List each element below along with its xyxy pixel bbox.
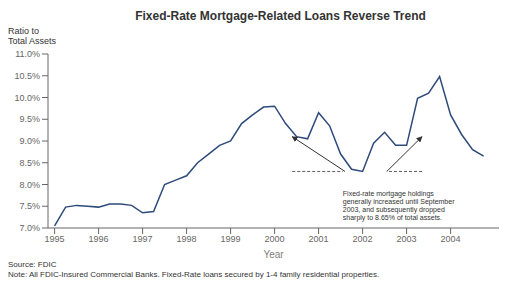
svg-text:9.5%: 9.5% bbox=[19, 114, 40, 124]
svg-text:2000: 2000 bbox=[265, 234, 285, 244]
html-text:Source: FDIC: Source: FDIC bbox=[8, 260, 57, 269]
svg-text:2001: 2001 bbox=[309, 234, 329, 244]
svg-text:1999: 1999 bbox=[221, 234, 241, 244]
svg-text:8.5%: 8.5% bbox=[19, 158, 40, 168]
svg-text:10.5%: 10.5% bbox=[14, 71, 40, 81]
svg-text:1996: 1996 bbox=[89, 234, 109, 244]
svg-text:10.0%: 10.0% bbox=[14, 93, 40, 103]
svg-text:11.0%: 11.0% bbox=[15, 49, 40, 59]
html-text:Ratio to: Ratio to bbox=[8, 26, 39, 36]
svg-text:7.5%: 7.5% bbox=[19, 201, 40, 211]
svg-text:1995: 1995 bbox=[45, 234, 65, 244]
html-text:Total Assets: Total Assets bbox=[8, 36, 56, 46]
svg-text:8.0%: 8.0% bbox=[19, 180, 40, 190]
svg-text:2002: 2002 bbox=[353, 234, 373, 244]
svg-text:Year: Year bbox=[263, 249, 284, 258]
svg-text:2004: 2004 bbox=[441, 234, 461, 244]
svg-text:9.0%: 9.0% bbox=[19, 136, 40, 146]
html-text:Note: All FDIC-Insured Commerc: Note: All FDIC-Insured Commercial Banks.… bbox=[8, 270, 380, 279]
svg-text:7.0%: 7.0% bbox=[19, 223, 40, 233]
svg-text:1998: 1998 bbox=[177, 234, 197, 244]
html-text:Fixed-Rate Mortgage-Related Lo: Fixed-Rate Mortgage-Related Loans Revers… bbox=[135, 9, 426, 23]
svg-text:2003: 2003 bbox=[397, 234, 417, 244]
svg-text:Fixed-rate mortgage holdingsge: Fixed-rate mortgage holdingsgenerally in… bbox=[343, 190, 455, 222]
svg-text:1997: 1997 bbox=[133, 234, 153, 244]
